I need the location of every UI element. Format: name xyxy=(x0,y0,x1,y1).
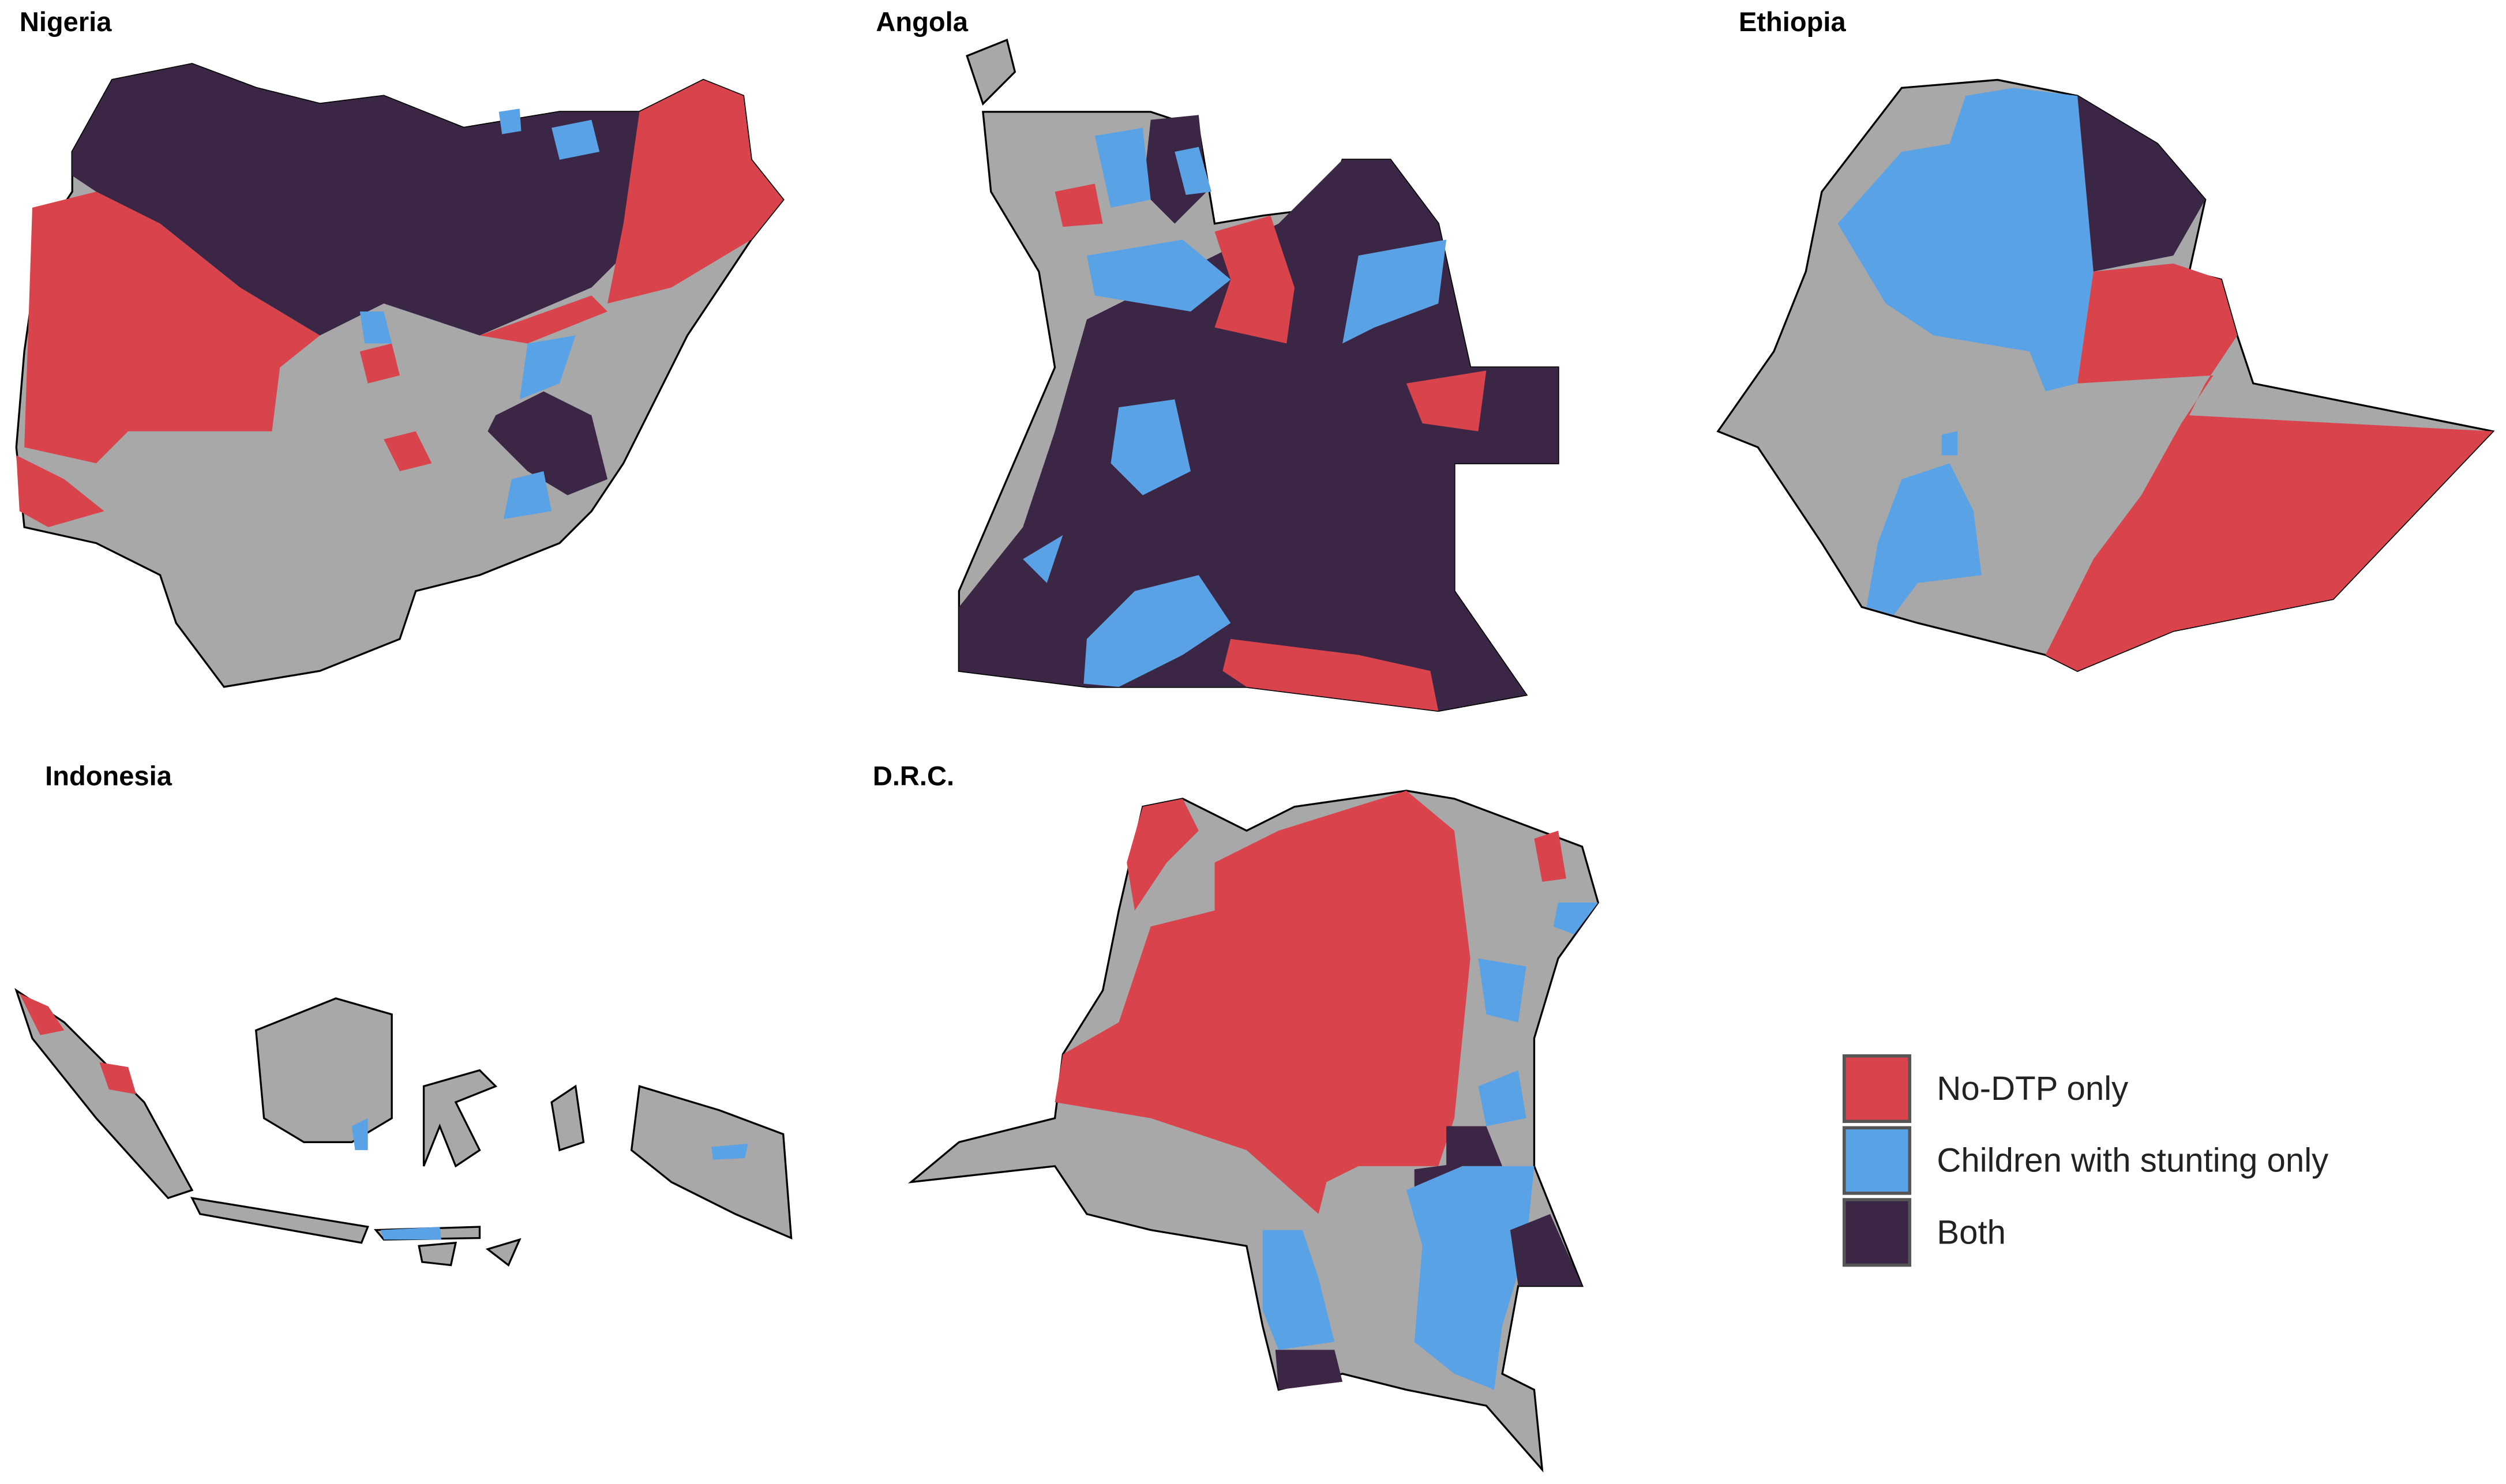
ethiopia-map xyxy=(1716,78,2495,673)
legend-swatch xyxy=(1842,1198,1912,1267)
legend-label: Both xyxy=(1937,1214,2006,1251)
region xyxy=(380,1227,442,1240)
region xyxy=(1055,790,1470,1214)
region xyxy=(498,108,522,134)
region xyxy=(351,1118,368,1151)
island xyxy=(485,1238,522,1267)
region xyxy=(607,80,783,304)
drc-map xyxy=(907,790,1600,1473)
region xyxy=(1446,1126,1503,1166)
island xyxy=(254,997,393,1143)
panel-title: Ethiopia xyxy=(1739,6,1847,37)
region xyxy=(1023,535,1063,583)
island xyxy=(550,1084,585,1152)
region xyxy=(359,343,400,384)
region xyxy=(711,1144,748,1160)
region xyxy=(1055,183,1103,227)
legend-label: Children with stunting only xyxy=(1937,1142,2328,1179)
region xyxy=(24,191,320,464)
region xyxy=(1941,431,1958,456)
region xyxy=(1127,798,1199,911)
region xyxy=(359,311,392,344)
indonesia-map xyxy=(14,988,793,1267)
region xyxy=(552,119,600,160)
angola-map xyxy=(958,38,1559,712)
region xyxy=(1837,88,2094,392)
region xyxy=(1406,1166,1535,1390)
region xyxy=(19,993,65,1035)
region xyxy=(99,1062,137,1095)
region xyxy=(1478,1070,1526,1126)
region xyxy=(1083,575,1231,687)
region xyxy=(2045,263,2493,671)
region xyxy=(1086,239,1231,312)
legend-label: No-DTP only xyxy=(1937,1070,2128,1107)
region xyxy=(16,455,104,527)
region xyxy=(1222,638,1439,711)
region xyxy=(384,431,432,472)
island xyxy=(630,1085,793,1240)
region xyxy=(1478,958,1526,1023)
region xyxy=(1262,1230,1335,1350)
country-outline xyxy=(966,38,1016,106)
island xyxy=(14,988,194,1200)
panel-title: Angola xyxy=(876,6,968,37)
region xyxy=(1175,146,1211,195)
region xyxy=(479,295,608,344)
legend-swatch xyxy=(1842,1054,1912,1124)
region xyxy=(1111,399,1191,495)
region xyxy=(1553,902,1599,935)
region xyxy=(1342,239,1447,344)
island xyxy=(418,1241,457,1267)
region xyxy=(487,391,608,495)
legend: No-DTP only Children with stunting only Bo… xyxy=(1842,1054,2328,1267)
nigeria-map xyxy=(15,63,785,688)
region xyxy=(1510,1214,1582,1286)
region xyxy=(1275,1350,1343,1390)
legend-swatch xyxy=(1842,1126,1912,1195)
region xyxy=(1094,127,1151,208)
region xyxy=(2077,96,2205,272)
region xyxy=(1534,831,1566,882)
island xyxy=(422,1069,498,1168)
region xyxy=(1142,115,1207,224)
region xyxy=(504,471,552,520)
island xyxy=(190,1197,369,1244)
region xyxy=(1406,370,1487,431)
region xyxy=(1866,463,1982,615)
panel-title: Indonesia xyxy=(45,760,172,791)
region xyxy=(72,63,640,336)
panel-title: Nigeria xyxy=(20,6,112,37)
region xyxy=(519,335,576,400)
region xyxy=(1214,215,1295,344)
panel-title: D.R.C. xyxy=(873,760,954,791)
